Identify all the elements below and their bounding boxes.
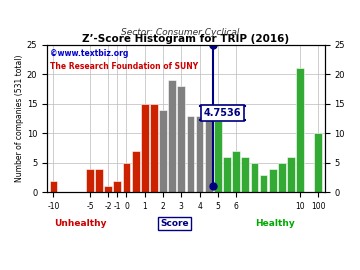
Bar	[232, 151, 240, 193]
Text: Score: Score	[161, 219, 189, 228]
Bar	[86, 169, 94, 193]
Bar	[242, 157, 249, 193]
Bar	[141, 104, 149, 193]
Bar	[177, 86, 185, 193]
Y-axis label: Number of companies (531 total): Number of companies (531 total)	[15, 55, 24, 182]
Bar	[205, 116, 213, 193]
Bar	[278, 163, 286, 193]
Bar	[132, 151, 140, 193]
Text: Healthy: Healthy	[255, 219, 294, 228]
Bar	[104, 187, 112, 193]
Bar	[223, 157, 231, 193]
Bar	[260, 175, 267, 193]
Bar	[150, 104, 158, 193]
Text: Unhealthy: Unhealthy	[54, 219, 107, 228]
Text: 4.7536: 4.7536	[204, 108, 241, 118]
Bar	[168, 80, 176, 193]
Text: The Research Foundation of SUNY: The Research Foundation of SUNY	[50, 62, 198, 71]
Bar	[123, 163, 130, 193]
Bar	[269, 169, 276, 193]
Bar	[315, 133, 322, 193]
Text: ©www.textbiz.org: ©www.textbiz.org	[50, 49, 128, 58]
Bar	[113, 181, 121, 193]
Text: Sector: Consumer Cyclical: Sector: Consumer Cyclical	[121, 28, 239, 37]
Bar	[50, 181, 57, 193]
Bar	[251, 163, 258, 193]
Bar	[214, 122, 222, 193]
Bar	[196, 116, 203, 193]
Bar	[296, 68, 304, 193]
Bar	[95, 169, 103, 193]
Bar	[186, 116, 194, 193]
Bar	[287, 157, 295, 193]
Title: Z’-Score Histogram for TRIP (2016): Z’-Score Histogram for TRIP (2016)	[82, 34, 289, 44]
Bar	[159, 110, 167, 193]
